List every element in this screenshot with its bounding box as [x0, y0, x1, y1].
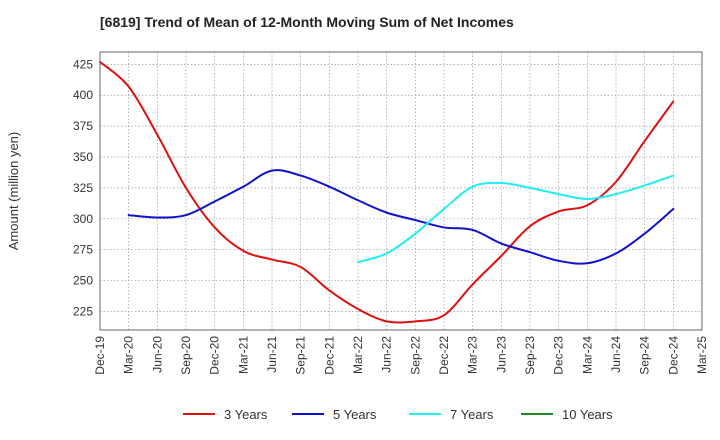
y-tick-label: 375: [73, 119, 93, 133]
x-tick-label: Mar-23: [466, 336, 480, 374]
grid-lines: [100, 52, 702, 330]
legend-label-7-years: 7 Years: [450, 407, 494, 422]
plot-area-frame: [99, 51, 703, 331]
x-tick-label: Sep-22: [408, 336, 422, 375]
chart-title: [6819] Trend of Mean of 12-Month Moving …: [100, 14, 514, 30]
legend-label-3-years: 3 Years: [224, 407, 268, 422]
x-tick-label: Dec-23: [552, 336, 566, 375]
x-tick-label: Sep-23: [523, 336, 537, 375]
y-tick-label: 225: [73, 304, 93, 318]
x-tick-label: Dec-19: [93, 336, 107, 375]
x-tick-labels: Dec-19 Mar-20 Jun-20 Sep-20 Dec-20 Mar-21 Jun-…: [93, 336, 709, 375]
y-tick-labels: 225 250 275 300 325 350 375 400 425: [73, 57, 93, 318]
y-tick-label: 325: [73, 181, 93, 195]
x-tick-label: Dec-20: [208, 336, 222, 375]
x-tick-label: Jun-23: [494, 336, 508, 373]
x-tick-label: Sep-21: [294, 336, 308, 375]
y-tick-label: 400: [73, 88, 93, 102]
legend-label-10-years: 10 Years: [562, 407, 613, 422]
x-tick-label: Jun-21: [265, 336, 279, 373]
x-tick-label: Jun-22: [380, 336, 394, 373]
series-line-5-years: [127, 169, 675, 265]
x-tick-label: Mar-20: [122, 336, 136, 374]
x-tick-label: Dec-21: [322, 336, 336, 375]
legend: 3 Years 5 Years 7 Years 10 Years: [183, 407, 613, 422]
legend-label-5-years: 5 Years: [333, 407, 377, 422]
x-tick-label: Mar-25: [695, 336, 709, 374]
y-tick-label: 275: [73, 243, 93, 257]
series-line-7-years: [357, 174, 675, 264]
y-tick-label: 250: [73, 274, 93, 288]
x-tick-label: Sep-20: [179, 336, 193, 375]
y-axis-title: Amount (million yen): [6, 132, 21, 251]
y-tick-label: 350: [73, 150, 93, 164]
series-line-3-years: [99, 60, 675, 324]
x-tick-label: Mar-24: [580, 336, 594, 374]
x-tick-label: Mar-22: [351, 336, 365, 374]
x-tick-label: Sep-24: [638, 336, 652, 375]
x-tick-label: Jun-24: [609, 336, 623, 373]
y-tick-label: 425: [73, 57, 93, 71]
x-tick-label: Dec-22: [437, 336, 451, 375]
y-tick-label: 300: [73, 212, 93, 226]
x-tick-label: Mar-21: [236, 336, 250, 374]
series-lines: [99, 60, 675, 324]
x-tick-label: Jun-20: [150, 336, 164, 373]
x-tick-label: Dec-24: [666, 336, 680, 375]
